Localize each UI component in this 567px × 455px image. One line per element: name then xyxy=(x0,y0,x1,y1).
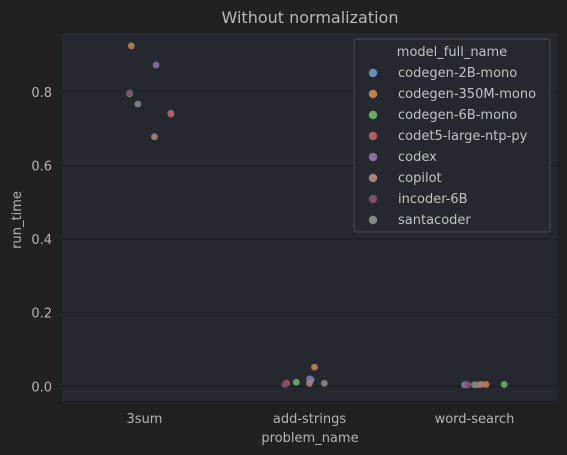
legend-label: codegen-6B-mono xyxy=(398,108,517,123)
data-point-codegen-6B-mono xyxy=(292,378,300,386)
legend-title: model_full_name xyxy=(397,45,507,60)
data-point-codet5-large-ntp-py xyxy=(167,110,175,118)
legend-marker xyxy=(368,89,378,99)
data-point-santacoder xyxy=(320,379,328,387)
legend-marker xyxy=(368,194,378,204)
data-point-codegen-350M-mono xyxy=(127,42,135,50)
x-axis-label: problem_name xyxy=(261,431,358,446)
legend-frame xyxy=(353,38,551,233)
legend-label: codegen-350M-mono xyxy=(398,87,536,102)
legend-label: santacoder xyxy=(398,213,471,228)
data-point-copilot xyxy=(477,381,485,388)
legend-marker xyxy=(368,110,378,120)
x-tick-label: add-strings xyxy=(273,412,346,427)
data-point-santacoder xyxy=(134,100,142,108)
y-tick-label: 0.6 xyxy=(31,159,52,174)
data-point-copilot xyxy=(306,379,313,387)
data-point-codegen-350M-mono xyxy=(482,381,490,388)
legend-marker xyxy=(368,215,378,225)
data-point-codegen-6B-mono xyxy=(500,381,508,388)
x-tick-label: word-search xyxy=(435,412,515,427)
chart-title: Without normalization xyxy=(222,8,399,27)
legend-label: incoder-6B xyxy=(398,192,468,207)
data-point-incoder-6B xyxy=(126,89,134,97)
data-point-incoder-6B xyxy=(281,381,289,388)
legend-label: codegen-2B-mono xyxy=(398,66,517,81)
x-axis-ticks: 3sum add-strings word-search xyxy=(127,412,515,427)
legend-label: copilot xyxy=(398,171,442,186)
y-tick-label: 0.4 xyxy=(31,233,52,248)
legend-label: codex xyxy=(398,150,437,165)
y-axis-ticks: 0.0 0.2 0.4 0.6 0.8 xyxy=(31,86,52,395)
y-tick-label: 0.0 xyxy=(31,380,52,395)
legend-marker xyxy=(368,173,378,183)
data-point-copilot xyxy=(151,133,158,141)
legend-marker xyxy=(368,152,378,162)
data-point-incoder-6B xyxy=(464,381,472,389)
x-tick-label: 3sum xyxy=(127,412,163,427)
legend-marker xyxy=(368,131,378,141)
legend: model_full_name codegen-2B-mono codegen-3… xyxy=(353,38,551,233)
y-tick-label: 0.2 xyxy=(31,307,52,322)
data-point-santacoder xyxy=(471,381,478,389)
data-point-codex xyxy=(152,61,160,69)
legend-marker xyxy=(368,68,378,78)
y-axis-label: run_time xyxy=(10,191,25,249)
data-point-codegen-350M-mono xyxy=(311,363,318,371)
legend-items: codegen-2B-mono codegen-350M-mono codegen-… xyxy=(368,66,536,228)
y-tick-label: 0.8 xyxy=(31,86,52,101)
data-points xyxy=(126,42,508,389)
legend-label: codet5-large-ntp-py xyxy=(398,129,528,144)
